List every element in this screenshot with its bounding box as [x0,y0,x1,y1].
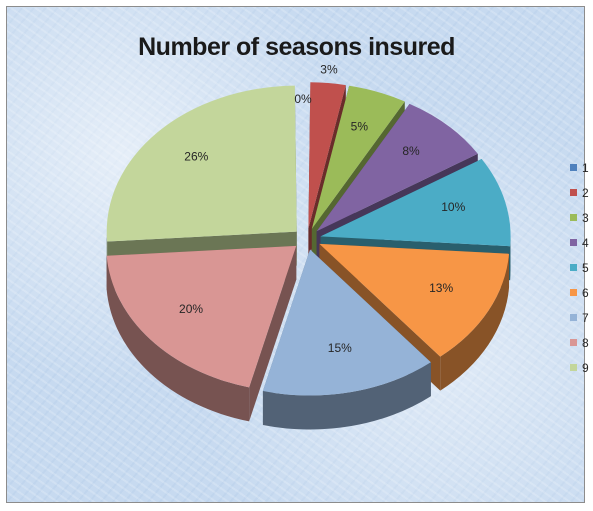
pie-slice-3 [311,85,405,229]
data-label-6: 13% [429,281,453,295]
legend-item-8: 8 [570,330,593,355]
legend-label: 7 [582,310,589,325]
data-label-5: 10% [441,200,465,214]
legend-swatch [570,339,577,346]
legend-swatch [570,164,577,171]
data-label-8: 20% [179,302,203,316]
data-label-7: 15% [328,341,352,355]
legend-item-2: 2 [570,180,593,205]
legend-label: 8 [582,335,589,350]
legend-label: 9 [582,360,589,375]
data-label-3: 5% [351,119,369,133]
legend-item-4: 4 [570,230,593,255]
legend-label: 2 [582,185,589,200]
pie-slice-9 [106,85,297,242]
legend-swatch [570,364,577,371]
legend-label: 4 [582,235,589,250]
pie-slice-rim-8 [106,255,250,422]
data-label-2: 3% [320,62,338,76]
legend-label: 3 [582,210,589,225]
pie-slice-6 [319,243,510,357]
legend-item-7: 7 [570,305,593,330]
legend-item-1: 1 [570,155,593,180]
pie-slice-rim-6 [440,253,510,391]
legend-label: 1 [582,160,589,175]
legend-label: 6 [582,285,589,300]
pie-chart: 0% 3% 5% 8% 10% 13% 15% 20% 26% [106,62,511,430]
legend-item-5: 5 [570,255,593,280]
data-label-1: 0% [294,92,312,106]
pie-slice-rim-7 [262,362,431,430]
legend-swatch [570,314,577,321]
legend-swatch [570,239,577,246]
pie-slice-5 [320,158,511,247]
legend-label: 5 [582,260,589,275]
pie-slice-wall-8 [249,245,297,422]
legend-item-3: 3 [570,205,593,230]
pie-slice-2 [308,82,346,229]
legend-swatch [570,289,577,296]
legend-swatch [570,214,577,221]
legend-item-9: 9 [570,355,593,380]
data-label-4: 8% [402,144,420,158]
pie-slice-7 [262,249,431,396]
pie-slice-4 [316,103,478,232]
legend: 1 2 3 4 5 6 7 8 9 [570,155,593,380]
legend-swatch [570,189,577,196]
pie-slice-8 [106,245,297,388]
legend-item-6: 6 [570,280,593,305]
chart-title: Number of seasons insured [138,33,455,61]
legend-swatch [570,264,577,271]
chart-area: Number of seasons insured 0% 3% 5% 8% 10% 13%… [6,6,589,503]
data-label-9: 26% [184,149,208,163]
